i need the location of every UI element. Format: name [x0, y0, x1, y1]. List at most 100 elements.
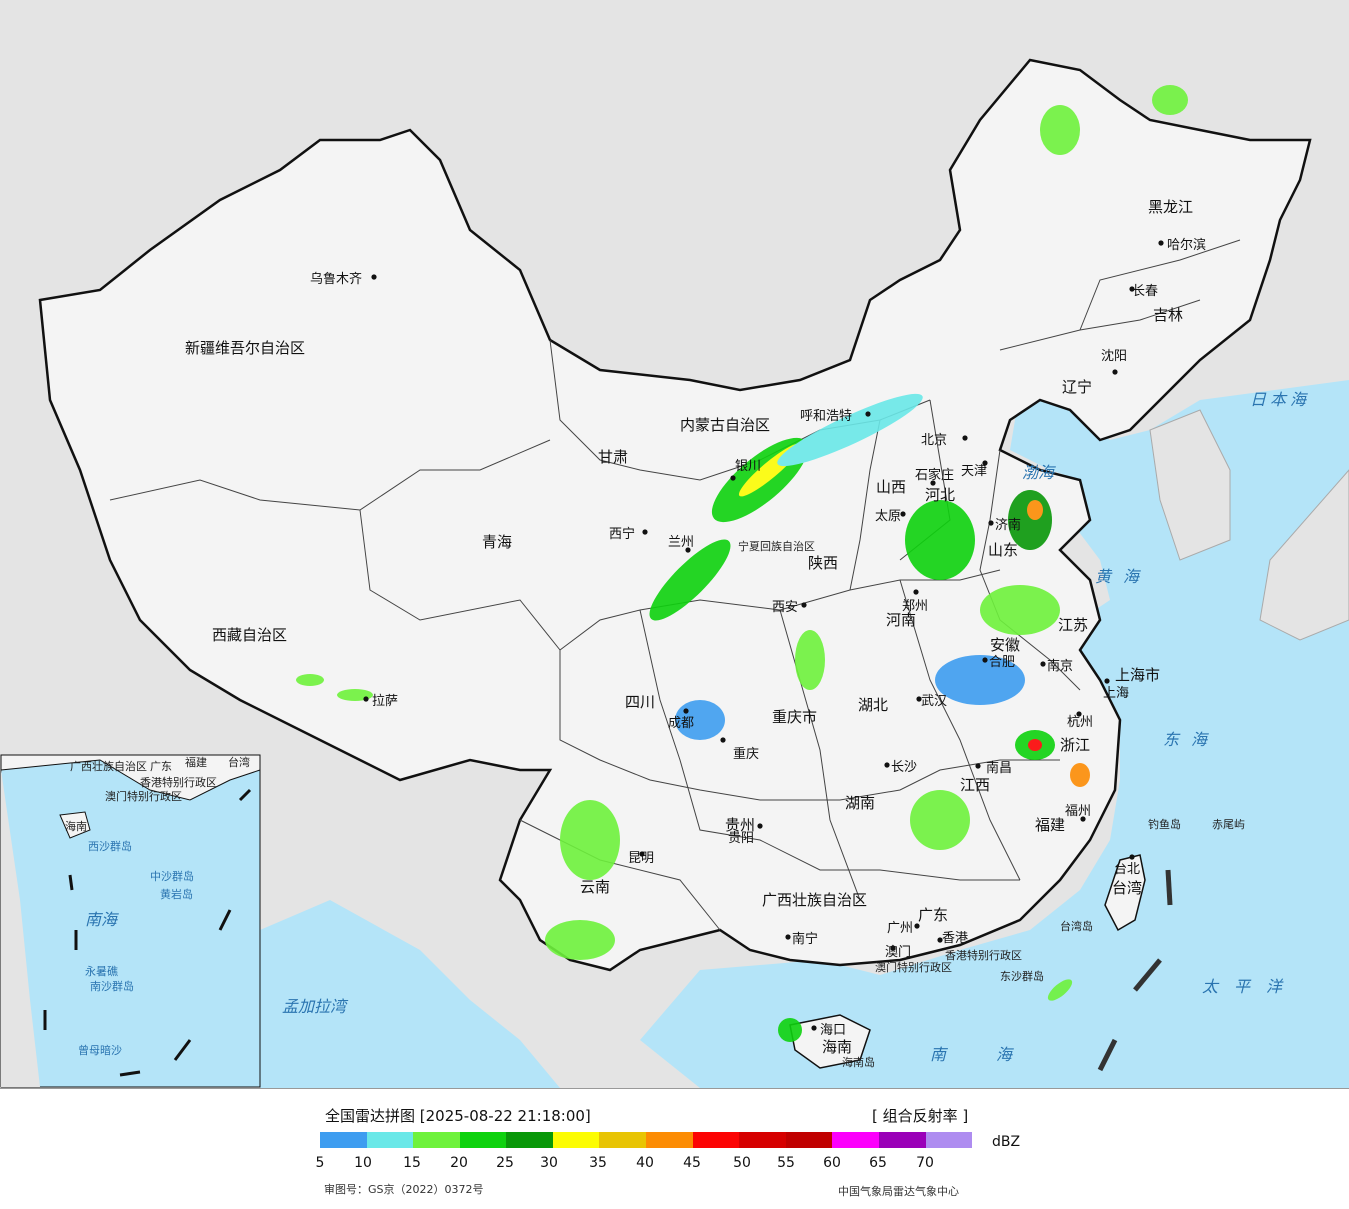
city-dot [1129, 286, 1135, 292]
city-markers: 乌鲁木齐拉萨西宁银川呼和浩特北京天津石家庄太原济南郑州西安兰州成都重庆贵阳昆明南… [310, 237, 1206, 1038]
sea-label: 东海 [1163, 730, 1219, 749]
region-label: 西藏自治区 [212, 626, 287, 644]
legend-tick: 20 [450, 1155, 468, 1171]
inset-label: 香港特别行政区 [140, 775, 217, 789]
south-china-sea-inset: 广西壮族自治区 广东 福建 台湾 澳门特别行政区 香港特别行政区 海南 西沙群岛… [0, 754, 261, 1088]
legend-tick: 50 [733, 1155, 751, 1171]
inset-label: 广西壮族自治区 [70, 759, 147, 773]
city-label: 石家庄 [915, 467, 954, 483]
city-label: 银川 [735, 459, 761, 474]
city-label: 长沙 [891, 760, 917, 775]
city-dot [1040, 661, 1046, 667]
city-dot [982, 460, 988, 466]
city-dot [363, 696, 369, 702]
region-labels: 新疆维吾尔自治区 西藏自治区 青海 甘肃 内蒙古自治区 宁夏回族自治区 陕西 山… [185, 198, 1193, 1056]
legend-swatch [785, 1132, 833, 1148]
sea-labels: 日本海 渤海 黄海 东海 太平洋 南海 孟加拉湾 [282, 390, 1310, 1064]
island-label: 东沙群岛 [1000, 969, 1044, 983]
inset-label: 广东 [150, 760, 172, 773]
hainan-land [789, 1014, 871, 1069]
city-label: 南京 [1047, 658, 1073, 674]
review-number: 审图号：GS京（2022）0372号 [324, 1183, 484, 1196]
city-label: 重庆 [733, 746, 759, 762]
inset-label: 南海 [85, 910, 119, 929]
city-dot [913, 589, 919, 595]
city-dot [811, 1025, 817, 1031]
radar-echoes [296, 85, 1188, 1042]
city-dot [982, 657, 988, 663]
radar-map: 广西壮族自治区 广东 福建 台湾 澳门特别行政区 香港特别行政区 海南 西沙群岛… [0, 58, 1349, 1088]
city-dot [1080, 816, 1086, 822]
legend-swatch [413, 1132, 460, 1148]
city-dot [962, 435, 968, 441]
city-dot [785, 934, 791, 940]
sea-label: 渤海 [1022, 463, 1056, 482]
legend-panel: 全国雷达拼图 [2025-08-22 21:18:00] [ 组合反射率 ] d… [0, 1088, 1349, 1209]
region-label: 福建 [1035, 816, 1065, 834]
city-label: 北京 [921, 433, 947, 448]
region-label: 辽宁 [1062, 378, 1092, 396]
inset-label: 澳门特别行政区 [105, 789, 182, 803]
sea-label: 日本海 [1250, 390, 1310, 409]
credit: 中国气象局雷达气象中心 [838, 1185, 959, 1198]
city-label: 哈尔滨 [1167, 237, 1206, 253]
city-label: 西宁 [609, 526, 635, 542]
city-label: 广州 [887, 921, 913, 936]
legend-tick: 45 [683, 1155, 701, 1171]
legend-swatch [459, 1132, 507, 1148]
city-dot [1076, 711, 1082, 717]
city-dot [683, 708, 689, 714]
city-label: 上海 [1103, 686, 1129, 701]
city-label: 香港 [942, 931, 968, 946]
city-label: 海口 [820, 1023, 846, 1038]
city-label: 澳门 [885, 944, 911, 960]
inset-label: 黄岩岛 [160, 887, 193, 901]
region-label: 河北 [925, 486, 955, 504]
legend-swatch [599, 1132, 647, 1148]
legend-product: [ 组合反射率 ] [872, 1107, 969, 1125]
taiwan-land [1104, 854, 1146, 932]
city-dot [900, 511, 906, 517]
city-label: 太原 [875, 509, 901, 524]
boundary-dashes [1097, 869, 1173, 1072]
region-label: 吉林 [1153, 306, 1183, 324]
region-label: 江西 [960, 776, 990, 794]
legend-swatch [320, 1132, 367, 1148]
city-label: 昆明 [628, 851, 654, 866]
legend-tick: 70 [916, 1155, 934, 1171]
region-label: 上海市 [1115, 666, 1160, 684]
city-label: 南昌 [986, 760, 1012, 776]
inset-label: 福建 [185, 755, 207, 769]
region-label: 广东 [918, 906, 948, 924]
city-dot [757, 823, 763, 829]
region-label: 贵州 [725, 816, 755, 834]
island-label: 赤尾屿 [1212, 818, 1245, 831]
city-dot [801, 602, 807, 608]
legend-swatch [552, 1132, 600, 1148]
city-label: 乌鲁木齐 [310, 271, 362, 287]
region-label: 浙江 [1060, 736, 1090, 754]
city-dot [916, 696, 922, 702]
region-label: 宁夏回族自治区 [738, 539, 815, 553]
city-label: 南宁 [792, 931, 818, 947]
city-dot [930, 480, 936, 486]
legend-tick: 15 [403, 1155, 421, 1171]
city-label: 成都 [668, 716, 694, 731]
region-label: 香港特别行政区 [945, 948, 1022, 962]
japan-land [1259, 469, 1349, 641]
city-dot [685, 547, 691, 553]
city-dot [914, 923, 920, 929]
city-dot [1104, 678, 1110, 684]
city-label: 兰州 [668, 535, 694, 550]
city-dot [1112, 369, 1118, 375]
city-dot [988, 520, 994, 526]
city-dot [1129, 854, 1135, 860]
city-dot [639, 851, 645, 857]
region-label: 广西壮族自治区 [762, 891, 867, 909]
legend-tick: 60 [823, 1155, 841, 1171]
city-label: 福州 [1065, 804, 1091, 819]
legend-swatch [832, 1132, 879, 1148]
region-label: 青海 [482, 533, 512, 551]
region-label: 安徽 [990, 636, 1020, 654]
sea-label: 孟加拉湾 [282, 997, 349, 1016]
